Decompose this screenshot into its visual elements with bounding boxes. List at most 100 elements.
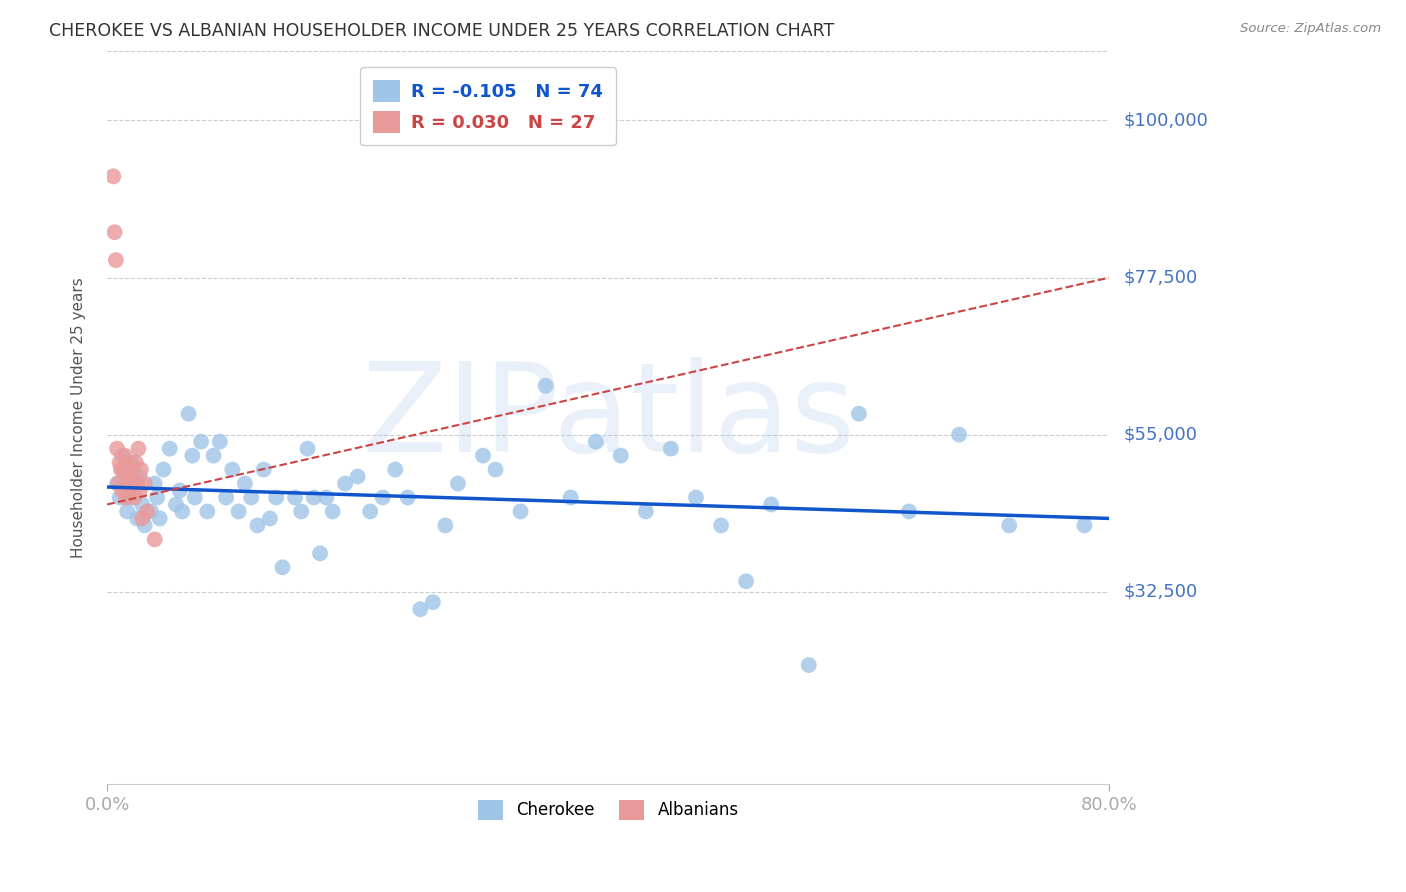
Point	[948, 427, 970, 442]
Point	[143, 533, 166, 547]
Point	[149, 511, 172, 525]
Point	[297, 442, 319, 456]
Point	[103, 169, 125, 184]
Point	[111, 449, 134, 463]
Point	[271, 560, 294, 574]
Point	[315, 491, 337, 505]
Point	[128, 469, 150, 483]
Point	[610, 449, 633, 463]
Point	[634, 504, 657, 518]
Point	[998, 518, 1021, 533]
Point	[159, 442, 181, 456]
Point	[115, 491, 138, 505]
Point	[134, 518, 156, 533]
Point	[121, 462, 143, 476]
Point	[322, 504, 344, 518]
Point	[184, 491, 207, 505]
Point	[127, 511, 149, 525]
Point	[898, 504, 921, 518]
Point	[259, 511, 281, 525]
Point	[264, 491, 287, 505]
Point	[105, 442, 128, 456]
Point	[202, 449, 225, 463]
Point	[384, 462, 406, 476]
Point	[359, 504, 381, 518]
Point	[422, 595, 444, 609]
Point	[848, 407, 870, 421]
Point	[534, 379, 557, 393]
Point	[346, 469, 368, 483]
Point	[118, 469, 141, 483]
Point	[215, 491, 238, 505]
Point	[172, 504, 194, 518]
Point	[396, 491, 419, 505]
Point	[152, 462, 174, 476]
Point	[181, 449, 204, 463]
Point	[117, 456, 139, 470]
Point	[108, 491, 131, 505]
Point	[107, 476, 129, 491]
Point	[509, 504, 531, 518]
Point	[233, 476, 256, 491]
Point	[240, 491, 263, 505]
Point	[447, 476, 470, 491]
Point	[114, 449, 136, 463]
Point	[585, 434, 607, 449]
Point	[685, 491, 707, 505]
Point	[409, 602, 432, 616]
Point	[333, 476, 356, 491]
Text: $55,000: $55,000	[1123, 425, 1198, 443]
Point	[131, 511, 153, 525]
Point	[136, 504, 159, 518]
Point	[143, 476, 166, 491]
Point	[169, 483, 191, 498]
Text: $32,500: $32,500	[1123, 582, 1198, 600]
Point	[124, 491, 146, 505]
Point	[659, 442, 682, 456]
Legend: Cherokee, Albanians: Cherokee, Albanians	[471, 793, 745, 827]
Point	[114, 462, 136, 476]
Point	[125, 456, 148, 470]
Point	[134, 476, 156, 491]
Point	[290, 504, 312, 518]
Point	[129, 462, 152, 476]
Point	[108, 456, 131, 470]
Point	[131, 498, 153, 512]
Point	[797, 658, 820, 673]
Text: $100,000: $100,000	[1123, 112, 1208, 129]
Point	[302, 491, 325, 505]
Point	[139, 504, 162, 518]
Point	[146, 491, 169, 505]
Point	[284, 491, 307, 505]
Text: CHEROKEE VS ALBANIAN HOUSEHOLDER INCOME UNDER 25 YEARS CORRELATION CHART: CHEROKEE VS ALBANIAN HOUSEHOLDER INCOME …	[49, 22, 834, 40]
Point	[1073, 518, 1095, 533]
Point	[110, 462, 132, 476]
Point	[253, 462, 276, 476]
Point	[115, 476, 138, 491]
Point	[472, 449, 495, 463]
Y-axis label: Householder Income Under 25 years: Householder Income Under 25 years	[72, 277, 86, 558]
Point	[759, 498, 782, 512]
Point	[228, 504, 250, 518]
Point	[111, 483, 134, 498]
Point	[177, 407, 200, 421]
Text: ZIPatlas: ZIPatlas	[361, 357, 855, 478]
Point	[121, 456, 143, 470]
Point	[195, 504, 218, 518]
Point	[735, 574, 758, 589]
Point	[104, 253, 127, 268]
Point	[710, 518, 733, 533]
Point	[560, 491, 582, 505]
Point	[115, 504, 138, 518]
Point	[434, 518, 457, 533]
Point	[105, 476, 128, 491]
Point	[120, 483, 142, 498]
Text: $77,500: $77,500	[1123, 268, 1198, 286]
Point	[124, 483, 146, 498]
Point	[112, 462, 135, 476]
Point	[190, 434, 212, 449]
Point	[371, 491, 394, 505]
Point	[208, 434, 231, 449]
Point	[127, 476, 149, 491]
Point	[128, 483, 150, 498]
